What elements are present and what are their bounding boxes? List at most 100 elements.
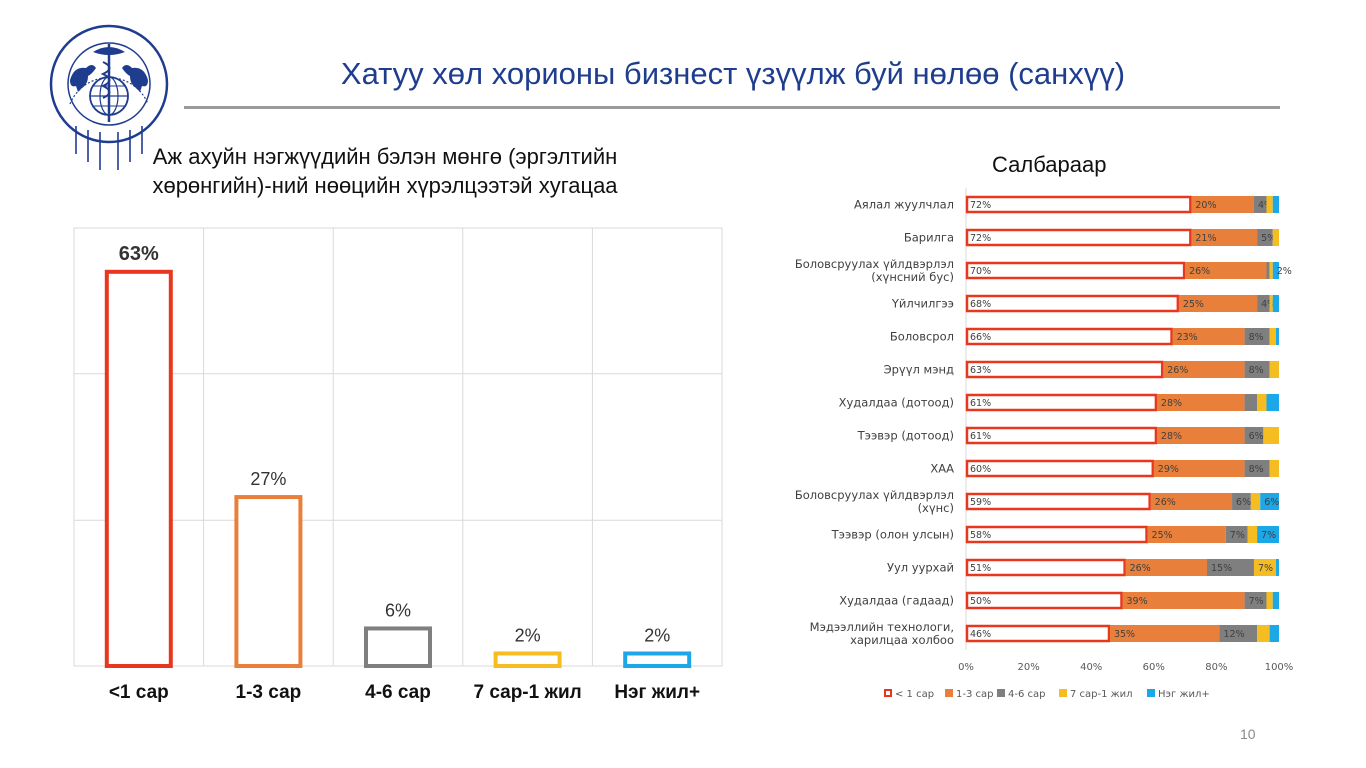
category-label: 4-6 сар	[365, 682, 431, 703]
category-label: Эрүүл мэнд	[884, 363, 954, 377]
category-label: Боловсруулах үйлдвэрлэл (хүнс)	[795, 488, 954, 515]
bar-1	[104, 269, 173, 668]
segment-data-label: 59%	[970, 497, 991, 508]
slide-title: Хатуу хөл хорионы бизнест үзүүлж буй нөл…	[340, 56, 1126, 91]
bar-3	[364, 626, 432, 669]
segment-data-label: 26%	[1189, 266, 1210, 277]
segment-data-label: 25%	[1183, 299, 1204, 310]
segment-4	[1269, 295, 1273, 312]
segment-data-label: 39%	[1127, 596, 1148, 607]
segment-4	[1269, 328, 1276, 345]
segment-lt1m	[965, 525, 1148, 544]
bar-4	[493, 651, 562, 669]
segment-2	[1147, 526, 1226, 543]
category-label: Барилга	[904, 231, 954, 245]
segment-data-label: 25%	[1152, 530, 1173, 541]
segment-data-label: 72%	[970, 233, 991, 244]
segment-lt1m	[965, 591, 1123, 610]
segment-data-label: 15%	[1211, 563, 1232, 574]
segment-4	[1247, 526, 1258, 543]
segment-4	[1269, 460, 1279, 477]
category-label: Аялал жуулчлал	[854, 198, 954, 212]
segment-3	[1257, 295, 1270, 312]
segment-3	[1244, 592, 1267, 609]
segment-5	[1260, 493, 1279, 510]
category-label: Нэг жил+	[614, 682, 700, 703]
segment-data-label: 58%	[970, 530, 991, 541]
segment-lt1m	[965, 294, 1180, 313]
category-label: Боловсруулах үйлдвэрлэл (хүнсний бус)	[795, 257, 954, 284]
segment-data-label: 7%	[1261, 530, 1276, 541]
segment-5	[1272, 295, 1279, 312]
bar-data-label: 2%	[515, 625, 541, 645]
bar-data-label: 2%	[644, 625, 670, 645]
category-label: <1 сар	[109, 682, 169, 703]
segment-data-label: 6%	[1264, 497, 1279, 508]
bar-data-label: 63%	[119, 243, 159, 265]
x-tick-label: 80%	[1205, 662, 1227, 673]
segment-4	[1266, 592, 1273, 609]
segment-3	[1253, 196, 1267, 213]
segment-3	[1207, 559, 1254, 576]
segment-5	[1275, 559, 1279, 576]
segment-data-label: 70%	[970, 266, 991, 277]
x-tick-label: 0%	[958, 662, 974, 673]
segment-data-label: 46%	[970, 629, 991, 640]
segment-data-label: 23%	[1177, 332, 1198, 343]
segment-lt1m	[965, 261, 1186, 280]
segment-5	[1269, 625, 1279, 642]
segment-data-label: 6%	[1249, 431, 1264, 442]
legend-label: 7 сар-1 жил	[1070, 689, 1133, 700]
bar-data-label: 27%	[250, 469, 286, 489]
legend-label: < 1 сар	[895, 689, 934, 700]
segment-data-label: 12%	[1224, 629, 1245, 640]
segment-2	[1156, 394, 1245, 411]
segment-lt1m	[965, 228, 1192, 247]
segment-data-label: 26%	[1130, 563, 1151, 574]
segment-3	[1244, 460, 1270, 477]
segment-data-label: 5%	[1261, 233, 1276, 244]
segment-lt1m	[965, 492, 1151, 511]
segment-data-label: 8%	[1249, 464, 1264, 475]
segment-data-label: 8%	[1249, 332, 1264, 343]
segment-4	[1263, 427, 1279, 444]
segment-3	[1244, 328, 1270, 345]
segment-5	[1257, 526, 1279, 543]
legend-swatch	[884, 689, 892, 697]
legend-label: Нэг жил+	[1158, 689, 1210, 700]
segment-data-label: 72%	[970, 200, 991, 211]
category-label: Үйлчилгээ	[891, 297, 954, 311]
legend-swatch	[945, 689, 953, 697]
segment-5	[1266, 394, 1279, 411]
segment-3	[1225, 526, 1248, 543]
segment-data-label: 26%	[1155, 497, 1176, 508]
segment-4	[1250, 493, 1261, 510]
segment-data-label: 6%	[1236, 497, 1251, 508]
segment-4	[1272, 229, 1279, 246]
segment-data-label: 21%	[1195, 233, 1216, 244]
segment-data-label: 7%	[1249, 596, 1264, 607]
segment-data-label: 66%	[970, 332, 991, 343]
segment-2	[1153, 460, 1245, 477]
segment-3	[1266, 262, 1270, 279]
segment-data-label: 63%	[970, 365, 991, 376]
segment-data-label: 61%	[970, 431, 991, 442]
segment-data-label: 61%	[970, 398, 991, 409]
segment-3	[1244, 427, 1264, 444]
title-divider	[184, 106, 1280, 109]
category-label: ХАА	[930, 462, 954, 476]
segment-data-label: 68%	[970, 299, 991, 310]
segment-data-label: 60%	[970, 464, 991, 475]
segment-4	[1266, 196, 1273, 213]
segment-lt1m	[965, 360, 1164, 379]
segment-lt1m	[965, 459, 1155, 478]
segment-data-label: 8%	[1249, 365, 1264, 376]
segment-2	[1163, 361, 1245, 378]
segment-data-label: 26%	[1167, 365, 1188, 376]
segment-5	[1272, 592, 1279, 609]
segment-5	[1272, 262, 1279, 279]
segment-lt1m	[965, 624, 1111, 643]
legend-swatch	[997, 689, 1005, 697]
segment-data-label: 7%	[1258, 563, 1273, 574]
